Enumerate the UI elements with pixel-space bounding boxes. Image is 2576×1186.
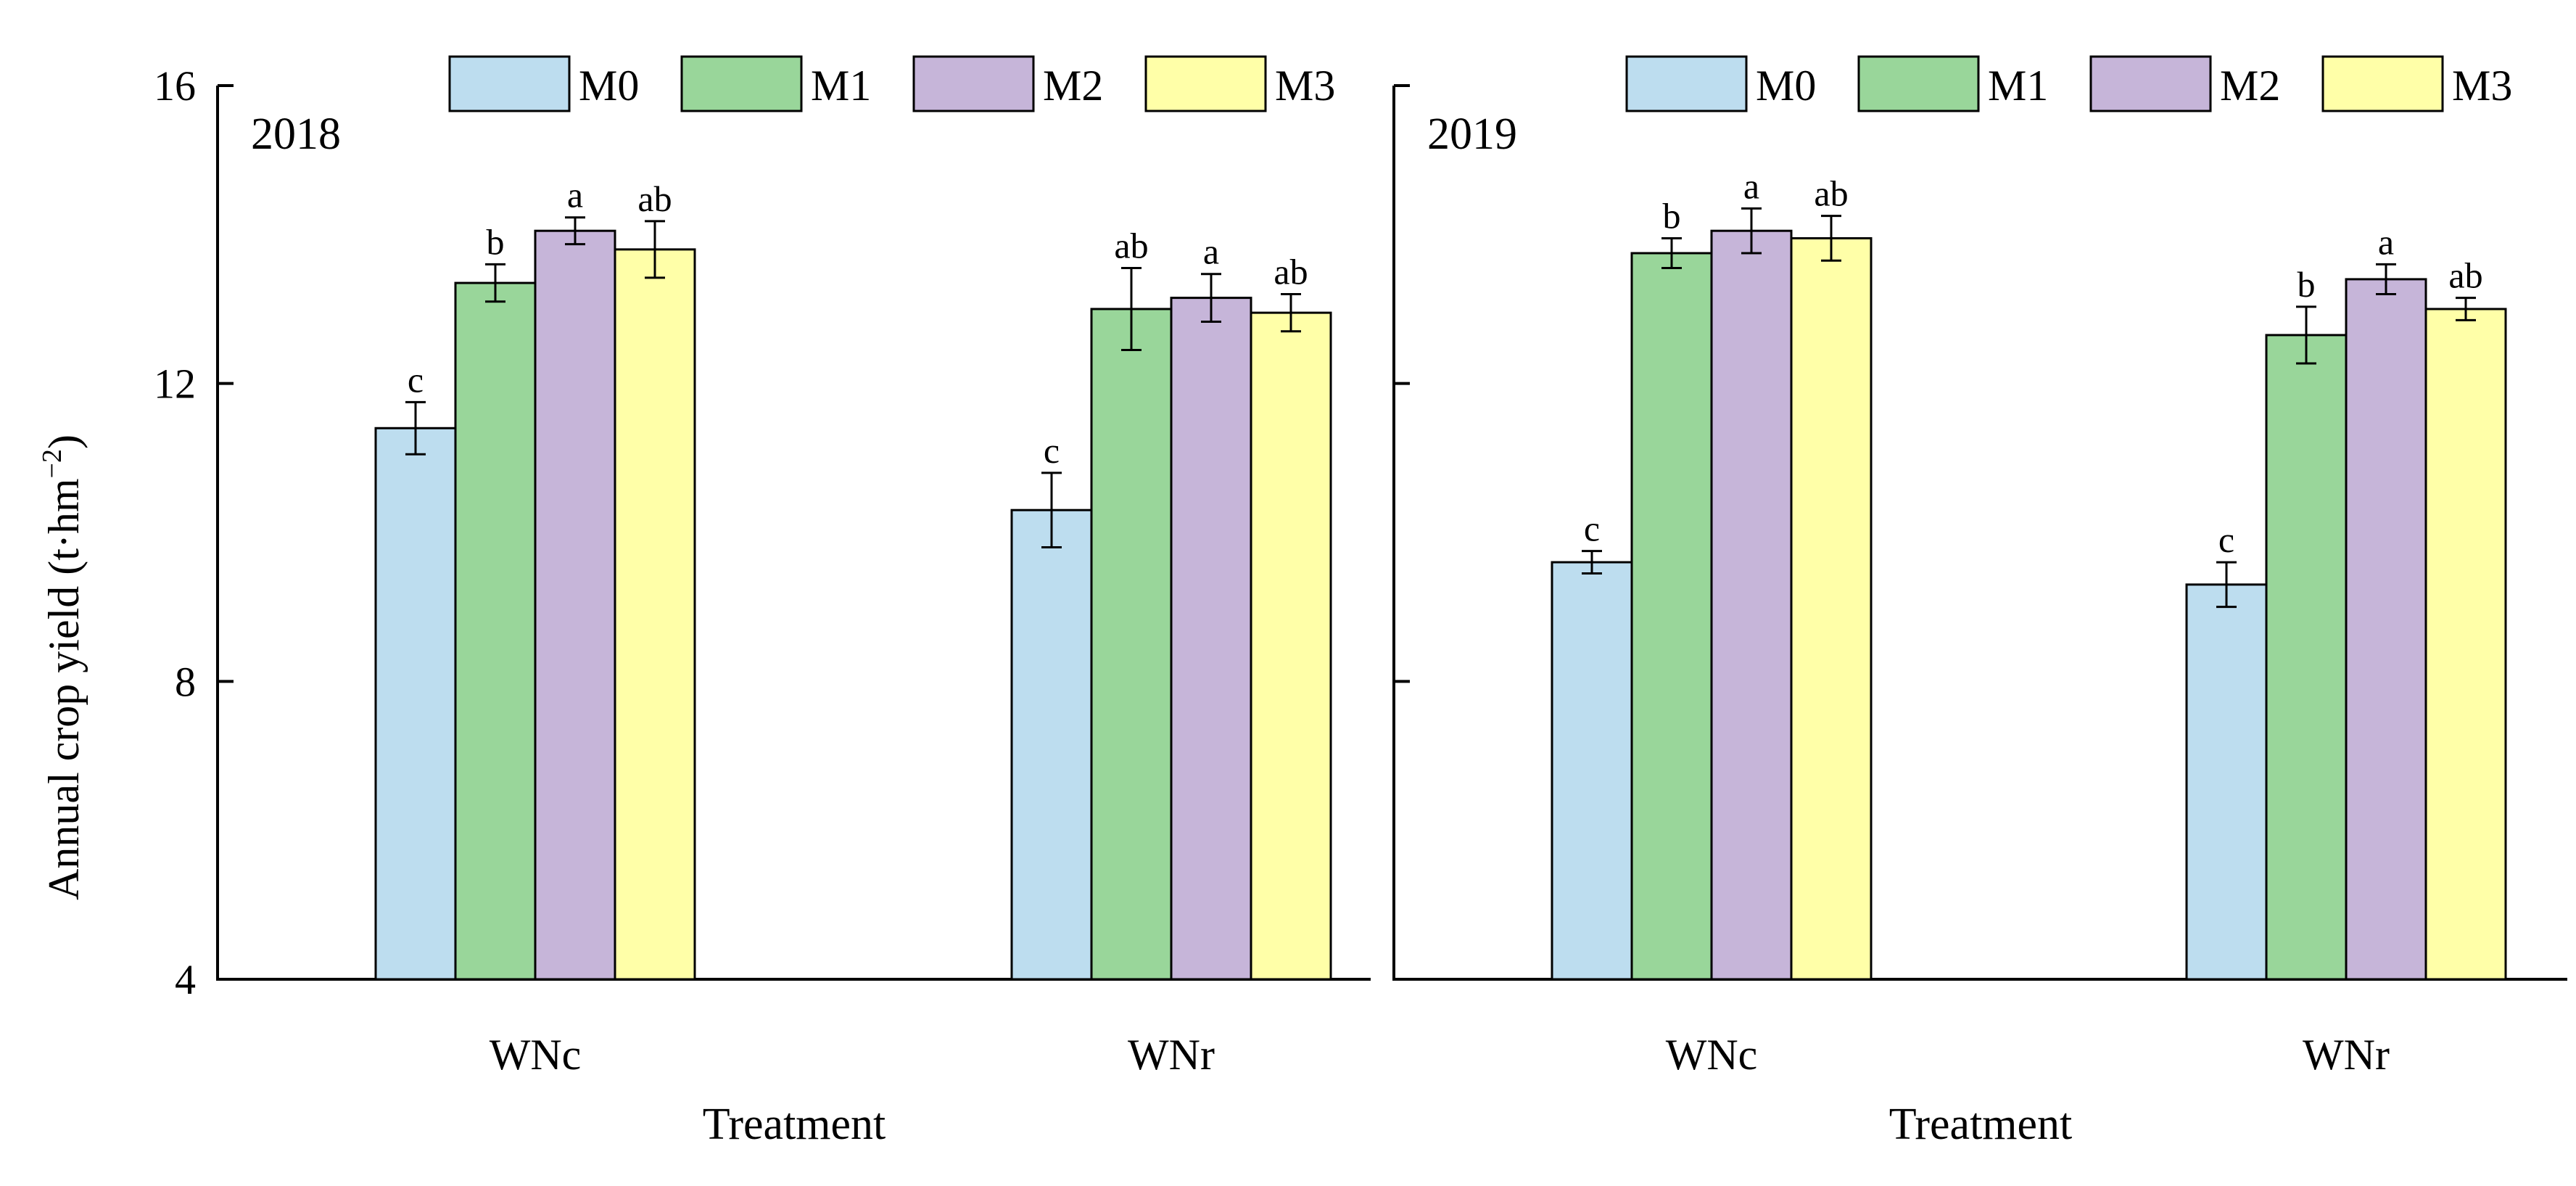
y-tick-label: 4: [175, 956, 196, 1003]
significance-letter: ab: [637, 178, 672, 219]
significance-letter: c: [408, 359, 424, 400]
bar-WNc-M1: [454, 281, 537, 981]
legend-swatch-M2: [912, 55, 1035, 112]
significance-letter: ab: [2448, 255, 2482, 296]
significance-letter: c: [1584, 508, 1600, 549]
panel-title: 2019: [1427, 110, 1517, 159]
significance-letter: ab: [1114, 226, 1148, 266]
significance-letter: a: [1743, 165, 1759, 206]
legend: M0 M1 M2 M3: [1625, 55, 2512, 112]
legend-swatch-M3: [2321, 55, 2444, 112]
legend-swatch-M2: [2089, 55, 2212, 112]
x-tick-label-WNc: WNc: [1666, 1031, 1758, 1079]
panel-title: 2018: [251, 110, 341, 159]
y-tick-label: 8: [175, 658, 196, 705]
y-tick-label: 12: [154, 361, 196, 408]
legend-label-M3: M3: [1275, 62, 1335, 110]
legend-label-M0: M0: [1756, 62, 1816, 110]
bar-WNc-M3: [1790, 236, 1873, 981]
y-tick-label: 16: [154, 62, 196, 110]
bar-WNc-M2: [534, 229, 616, 981]
legend-label-M2: M2: [1043, 62, 1103, 110]
significance-letter: a: [567, 175, 583, 215]
x-tick-label-WNc: WNc: [490, 1031, 582, 1079]
legend-swatch-M0: [448, 55, 571, 112]
significance-letter: ab: [1273, 251, 1308, 292]
significance-letter: b: [2298, 264, 2316, 305]
significance-letter: b: [487, 221, 505, 262]
legend-swatch-M1: [680, 55, 803, 112]
bar-WNr-M3: [1250, 311, 1332, 981]
x-axis-title: Treatment: [703, 1100, 886, 1149]
bar-WNc-M0: [374, 427, 457, 981]
panel-2018: 4 8 12 16 c b a ab WNc c ab a ab WNr 2018 Treatment M0 M1…: [154, 55, 1371, 1149]
legend-label-M1: M1: [1988, 62, 2048, 110]
legend-swatch-M0: [1625, 55, 1748, 112]
legend-label-M1: M1: [811, 62, 871, 110]
legend-swatch-M1: [1857, 55, 1980, 112]
bar-WNr-M2: [2345, 278, 2427, 981]
bar-WNc-M0: [1551, 561, 1633, 981]
bar-WNr-M1: [1090, 308, 1173, 981]
significance-letter: c: [2218, 519, 2234, 560]
legend-label-M2: M2: [2220, 62, 2280, 110]
significance-letter: a: [1203, 231, 1219, 272]
significance-letter: c: [1044, 430, 1060, 471]
bar-WNr-M3: [2424, 308, 2507, 981]
significance-letter: a: [2378, 221, 2394, 262]
significance-letter: ab: [1814, 173, 1848, 214]
bar-WNc-M3: [614, 248, 696, 981]
bar-WNc-M2: [1710, 229, 1793, 981]
significance-letter: b: [1663, 195, 1681, 236]
bar-WNr-M1: [2265, 334, 2348, 981]
bar-WNr-M0: [1010, 508, 1093, 981]
legend-label-M0: M0: [579, 62, 639, 110]
legend-label-M3: M3: [2452, 62, 2512, 110]
x-axis-title: Treatment: [1889, 1100, 2073, 1149]
y-axis-title: Annual crop yield (t·hm−2): [37, 435, 88, 900]
x-tick-label-WNr: WNr: [2303, 1031, 2390, 1079]
panel-2019: c b a ab WNc c b a ab WNr 2019 Treatment M0 M1 M2 M3: [1392, 55, 2567, 1149]
legend: M0 M1 M2 M3: [448, 55, 1335, 112]
bar-WNr-M2: [1170, 297, 1252, 981]
x-tick-label-WNr: WNr: [1128, 1031, 1215, 1079]
bar-WNc-M1: [1630, 252, 1713, 981]
legend-swatch-M3: [1144, 55, 1267, 112]
bar-WNr-M0: [2185, 583, 2268, 981]
